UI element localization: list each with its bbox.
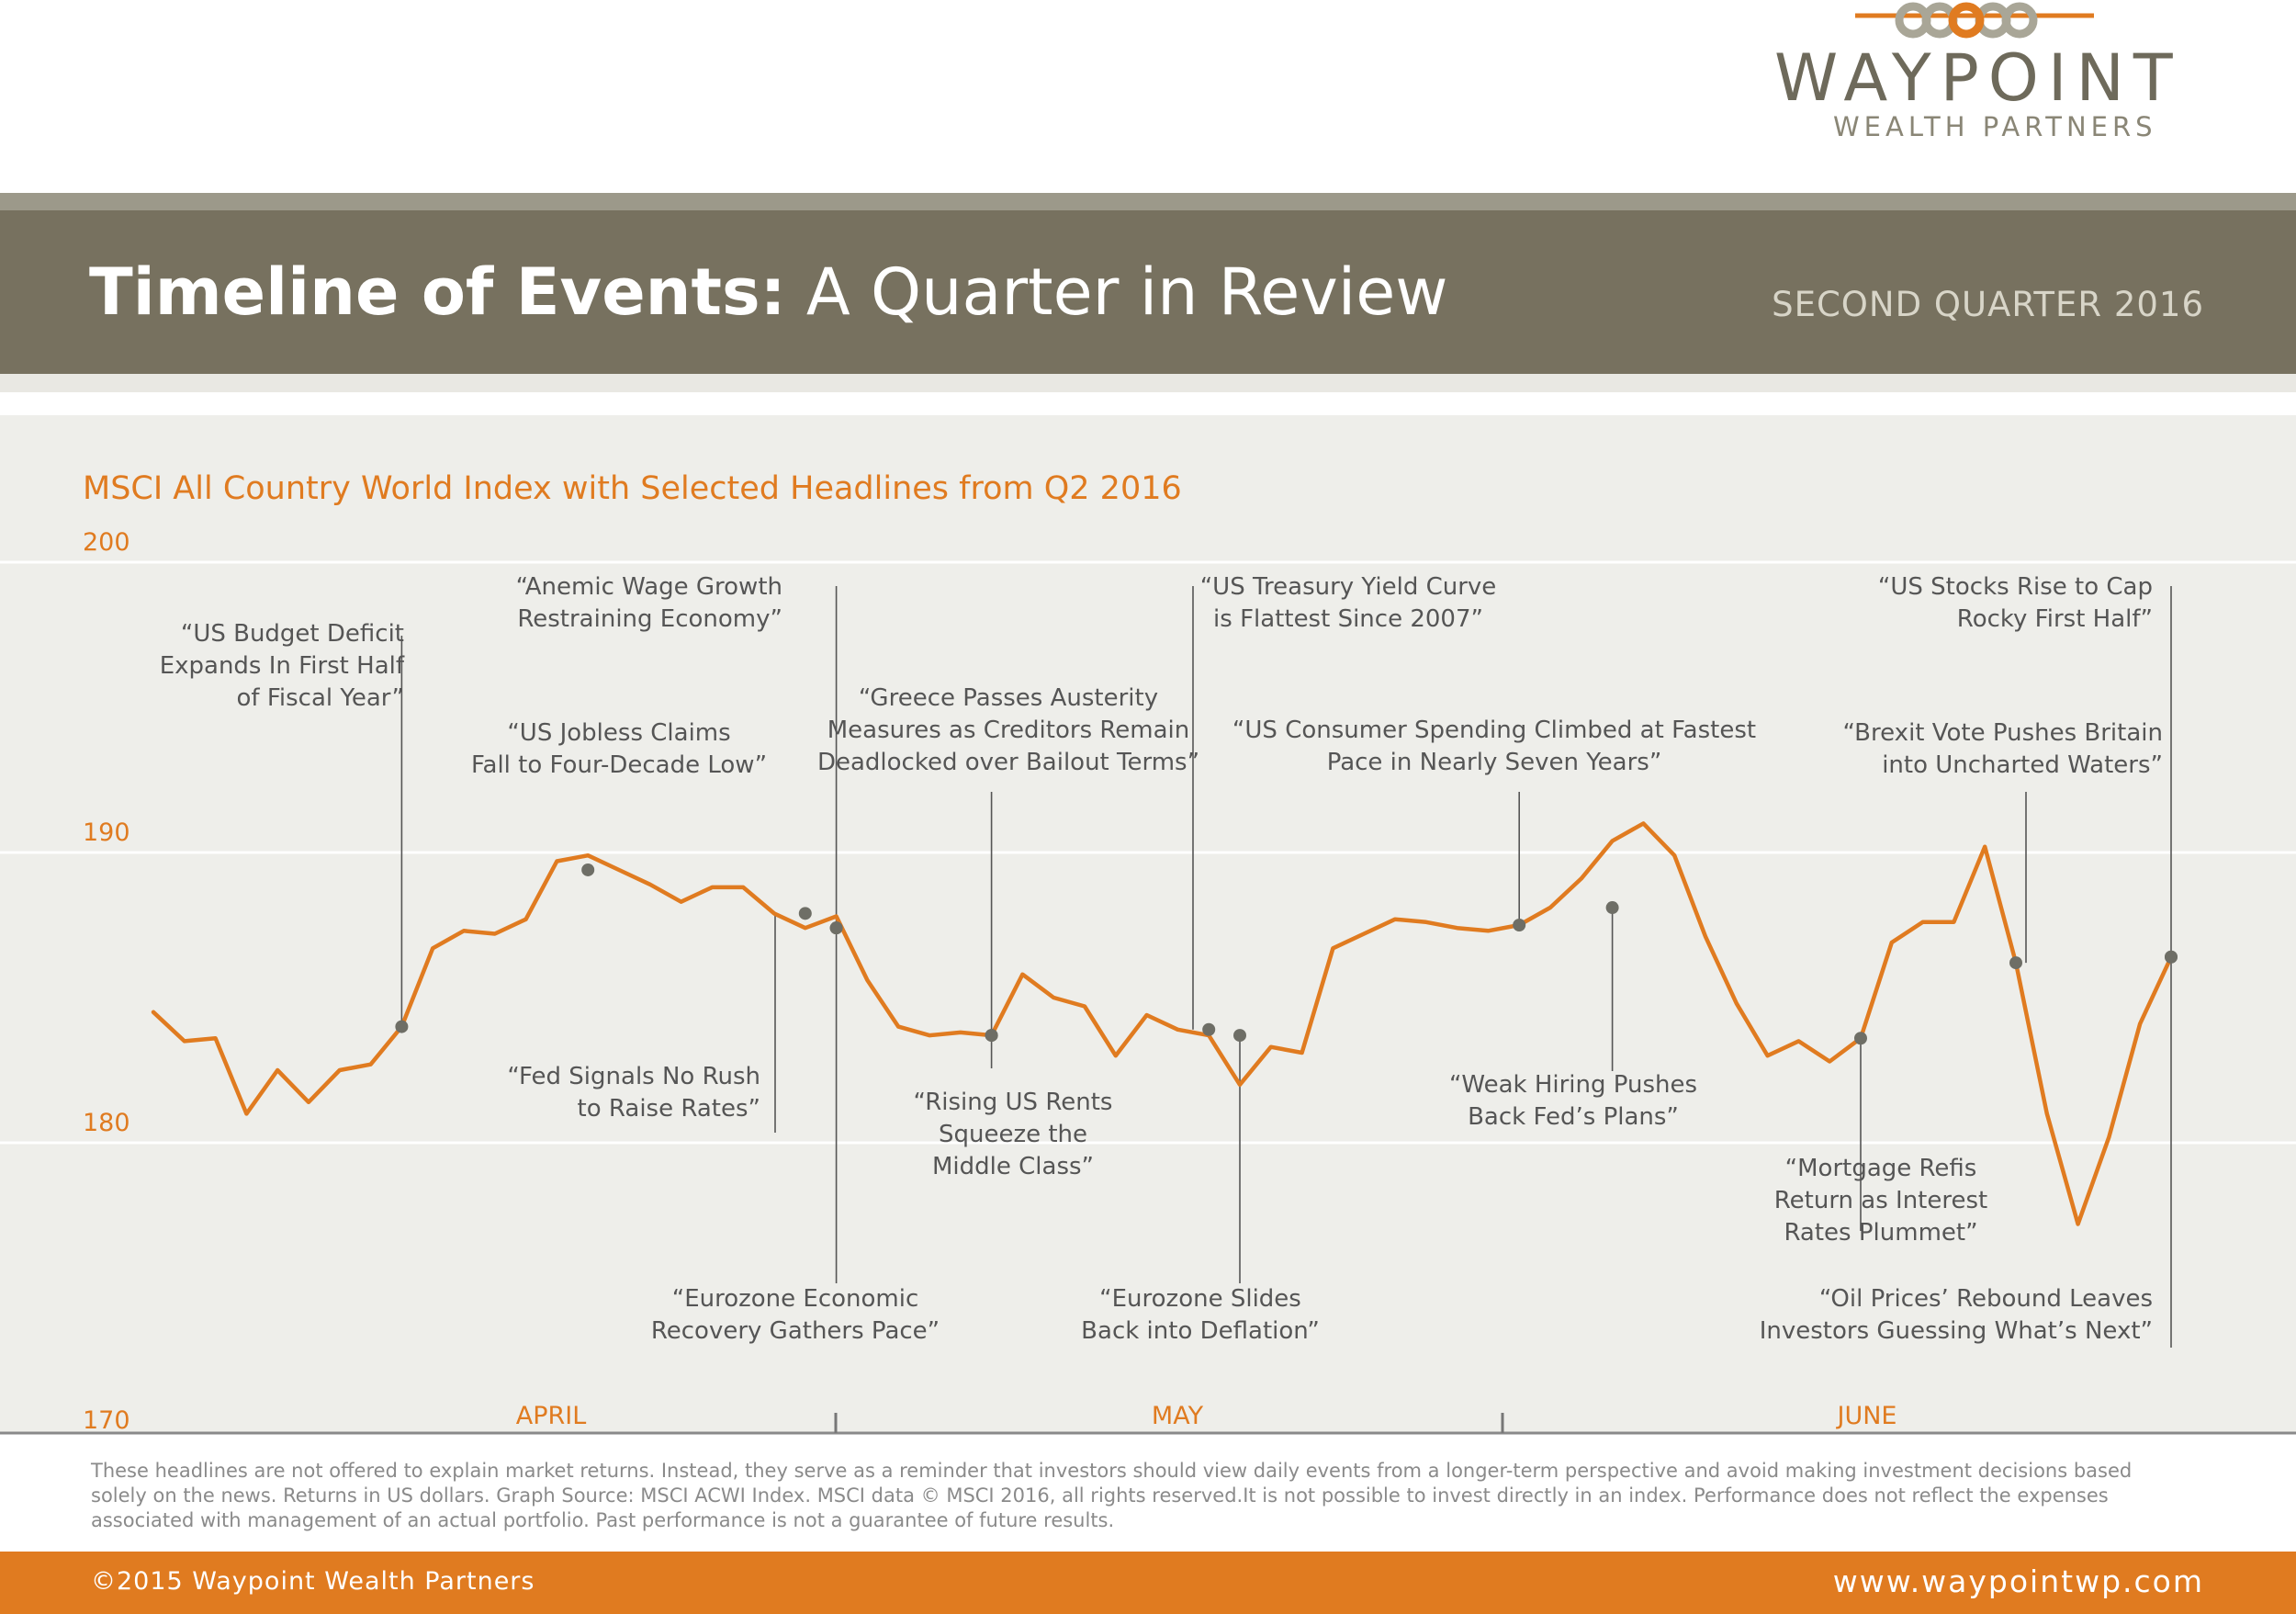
headline-marker <box>1605 901 1619 915</box>
chart-panel <box>0 415 2296 1433</box>
headline-marker <box>1513 919 1526 931</box>
headline-label-line: into Uncharted Waters” <box>1882 751 2163 779</box>
disclaimer: These headlines are not offered to expla… <box>91 1459 2203 1533</box>
headline-label-line: Middle Class” <box>932 1153 1094 1180</box>
month-label: MAY <box>1152 1402 1204 1430</box>
headline-label: “Anemic Wage Growth Restraining Economy” <box>516 573 782 633</box>
index-chart: 200 190 180 170 APRIL MAY JUNE “US Budget Defi… <box>0 528 2296 1435</box>
headline-label-line: “US Treasury Yield Curve <box>1200 573 1497 601</box>
chart-title: MSCI All Country World Index with Select… <box>83 470 1182 507</box>
index-series-line <box>151 821 2174 1226</box>
headline-label-line: “Eurozone Economic <box>672 1285 919 1313</box>
headline-label-line: “Mortgage Refis <box>1785 1155 1977 1182</box>
headline-label-line: “Brexit Vote Pushes Britain <box>1843 719 2163 747</box>
month-label: APRIL <box>516 1402 587 1430</box>
headline-label-line: Back Fed’s Plans” <box>1468 1103 1679 1131</box>
headline-label-line: “Oil Prices’ Rebound Leaves <box>1819 1285 2153 1313</box>
headline-label: “Mortgage Refis Return as Interest Rates P… <box>1774 1155 1987 1247</box>
headline-label: “Eurozone Economic Recovery Gathers Pace” <box>651 1285 940 1345</box>
website-link[interactable]: www.waypointwp.com <box>1832 1563 2204 1599</box>
disclaimer-line: solely on the news. Returns in US dollar… <box>91 1484 2109 1507</box>
headline-marker <box>1854 1032 1867 1045</box>
copyright: ©2015 Waypoint Wealth Partners <box>91 1567 535 1596</box>
month-label: JUNE <box>1836 1402 1897 1430</box>
headline-marker <box>581 863 595 876</box>
headline-marker <box>829 921 843 935</box>
headline-label-line: Return as Interest <box>1774 1187 1987 1214</box>
headline-label-line: “US Jobless Claims <box>507 719 730 747</box>
title-banner <box>0 210 2296 374</box>
headline-label: “Brexit Vote Pushes Britain into Uncharte… <box>1843 719 2163 779</box>
headline-label-line: “Eurozone Slides <box>1099 1285 1301 1313</box>
headline-marker <box>1233 1029 1246 1043</box>
headline-label: “US Stocks Rise to Cap Rocky First Half” <box>1878 573 2153 633</box>
headline-label: “Rising US Rents Squeeze the Middle Class” <box>914 1089 1113 1180</box>
headline-marker <box>798 907 812 920</box>
headline-label: “Weak Hiring Pushes Back Fed’s Plans” <box>1449 1071 1697 1131</box>
headline-label: “US Consumer Spending Climbed at Fastest… <box>1232 717 1756 776</box>
headline-label: “Oil Prices’ Rebound Leaves Investors Gue… <box>1760 1285 2153 1345</box>
headline-label-line: Squeeze the <box>939 1121 1087 1148</box>
headline-label: “US Treasury Yield Curve is Flattest Sinc… <box>1200 573 1497 633</box>
page-title-regular: A Quarter in Review <box>805 254 1448 330</box>
headline-label-line: “Anemic Wage Growth <box>516 573 782 601</box>
headline-label-line: of Fiscal Year” <box>237 684 404 712</box>
logo <box>1763 0 2186 147</box>
headline-label: “Eurozone Slides Back into Deflation” <box>1081 1285 1320 1345</box>
headline-label-line: “US Consumer Spending Climbed at Fastest <box>1232 717 1756 744</box>
banner-divider <box>0 374 2296 392</box>
disclaimer-line: These headlines are not offered to expla… <box>91 1460 2133 1482</box>
chain-link-logo-icon <box>1855 2 2094 39</box>
headline-label-line: “US Budget Deficit <box>181 620 404 648</box>
headline-label-line: Deadlocked over Bailout Terms” <box>817 749 1199 776</box>
headline-label-line: Rocky First Half” <box>1957 605 2153 633</box>
quarter-label: SECOND QUARTER 2016 <box>1772 285 2204 324</box>
headline-label-line: is Flattest Since 2007” <box>1213 605 1483 633</box>
headline-label-line: Back into Deflation” <box>1081 1317 1320 1345</box>
headline-marker <box>1202 1022 1216 1036</box>
headline-label-line: Measures as Creditors Remain <box>827 717 1190 744</box>
headline-label-line: “Weak Hiring Pushes <box>1449 1071 1697 1099</box>
y-tick-label: 170 <box>83 1406 130 1435</box>
page-title: Timeline of Events: A Quarter in Review <box>89 255 1448 329</box>
y-tick-label: 190 <box>83 818 130 847</box>
y-tick-label: 200 <box>83 528 130 557</box>
headline-label-line: Expands In First Half <box>160 652 405 680</box>
headline-label: “Greece Passes Austerity Measures as Cred… <box>817 684 1199 776</box>
headline-label-line: “Fed Signals No Rush <box>507 1063 760 1090</box>
disclaimer-line: associated with management of an actual … <box>91 1509 1115 1531</box>
headline-label: “US Jobless Claims Fall to Four-Decade Lo… <box>471 719 767 779</box>
brand-name: WAYPOINT <box>1774 40 2182 116</box>
headline-label: “US Budget Deficit Expands In First Half o… <box>160 620 405 712</box>
headline-marker <box>395 1020 409 1033</box>
footer-bar <box>0 1552 2296 1614</box>
headline-label: “Fed Signals No Rush to Raise Rates” <box>507 1063 760 1123</box>
headline-marker <box>2009 956 2022 970</box>
headline-marker <box>985 1029 998 1043</box>
headline-label-line: Fall to Four-Decade Low” <box>471 751 767 779</box>
headline-label-line: “Greece Passes Austerity <box>859 684 1158 712</box>
headline-label-line: to Raise Rates” <box>578 1095 760 1123</box>
header-rule <box>0 193 2296 210</box>
headline-label-line: Recovery Gathers Pace” <box>651 1317 940 1345</box>
headline-label-line: Investors Guessing What’s Next” <box>1760 1317 2153 1345</box>
headline-label-line: “US Stocks Rise to Cap <box>1878 573 2153 601</box>
brand-tagline: WEALTH PARTNERS <box>1833 111 2157 142</box>
headline-label-line: Pace in Nearly Seven Years” <box>1327 749 1662 776</box>
y-tick-label: 180 <box>83 1109 130 1137</box>
headline-marker <box>2165 950 2178 964</box>
page-title-bold: Timeline of Events: <box>89 254 786 330</box>
headline-label-line: Rates Plummet” <box>1784 1219 1977 1247</box>
headline-label-line: Restraining Economy” <box>517 605 782 633</box>
headline-label-line: “Rising US Rents <box>914 1089 1113 1116</box>
